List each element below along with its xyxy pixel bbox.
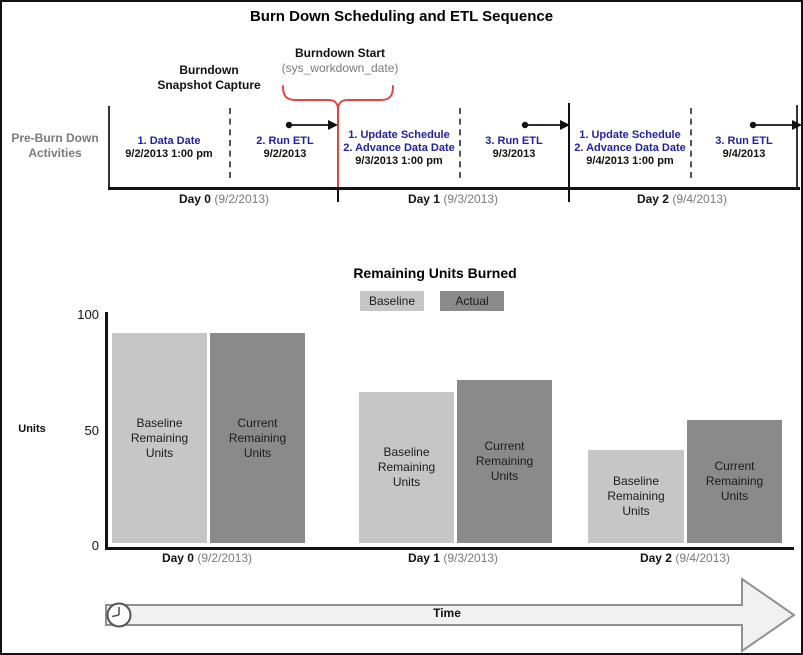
burndown-start-variable: (sys_workdown_date) bbox=[281, 61, 399, 75]
etl-run-arrow-icon bbox=[749, 120, 801, 130]
time-arrow-shape bbox=[105, 577, 796, 653]
snapshot-capture-line2: Snapshot Capture bbox=[157, 78, 261, 92]
clock-icon bbox=[106, 602, 132, 628]
x-tick-date: (9/3/2013) bbox=[443, 551, 499, 565]
timeline-segment-run-etl-3: 3. Run ETL 9/4/2013 bbox=[694, 135, 794, 161]
timeline-dashed-divider bbox=[690, 108, 692, 178]
day-name: Day 0 bbox=[178, 192, 211, 206]
activity-label: 1. Update Schedule bbox=[579, 129, 681, 141]
bar-day0-actual: Current Remaining Units bbox=[210, 333, 305, 543]
burndown-start-title: Burndown Start bbox=[295, 46, 385, 60]
time-label: Time bbox=[433, 606, 461, 620]
legend-actual-label: Actual bbox=[455, 294, 489, 308]
burndown-start-marker-line bbox=[337, 106, 339, 188]
y-tick-100: 100 bbox=[77, 307, 99, 322]
activity-label: 3. Run ETL bbox=[485, 135, 543, 147]
x-tick-day2: Day 2 (9/4/2013) bbox=[585, 551, 785, 565]
bar-day1-baseline: Baseline Remaining Units bbox=[359, 392, 454, 543]
day-name: Day 1 bbox=[407, 192, 440, 206]
x-tick-bold: Day 0 bbox=[161, 551, 194, 565]
preburn-line1: Pre-Burn Down bbox=[11, 131, 99, 145]
bar-day1-actual: Current Remaining Units bbox=[457, 380, 552, 543]
snapshot-capture-line1: Burndown bbox=[179, 63, 239, 77]
timeline-axis bbox=[108, 187, 800, 190]
timeline-segment-update-1: 1. Update Schedule 2. Advance Data Date … bbox=[338, 129, 460, 168]
activity-date: 9/2/2013 1:00 pm bbox=[125, 148, 213, 160]
day-date: (9/4/2013) bbox=[672, 192, 728, 206]
legend-actual: Actual bbox=[440, 291, 504, 311]
activity-label: 3. Run ETL bbox=[715, 135, 773, 147]
etl-run-arrow-icon bbox=[521, 120, 570, 130]
activity-date: 9/4/2013 bbox=[722, 148, 766, 160]
activity-label: 2. Run ETL bbox=[256, 135, 314, 147]
x-tick-day0: Day 0 (9/2/2013) bbox=[107, 551, 307, 565]
x-tick-bold: Day 2 bbox=[639, 551, 672, 565]
timeline-day-tick bbox=[337, 190, 339, 202]
timeline-start-tick bbox=[108, 106, 110, 187]
timeline-day-0-label: Day 0 (9/2/2013) bbox=[124, 192, 324, 206]
bar-day2-baseline: Baseline Remaining Units bbox=[588, 450, 684, 543]
bar-label: Baseline Remaining Units bbox=[130, 415, 189, 460]
x-tick-date: (9/4/2013) bbox=[675, 551, 731, 565]
activity-label: 2. Advance Data Date bbox=[343, 142, 455, 154]
preburn-activities-label: Pre-Burn Down Activities bbox=[4, 131, 106, 161]
activity-label: 2. Advance Data Date bbox=[574, 142, 686, 154]
x-tick-day1: Day 1 (9/3/2013) bbox=[353, 551, 553, 565]
etl-run-arrow-icon bbox=[285, 120, 338, 130]
legend-baseline: Baseline bbox=[360, 291, 424, 311]
x-axis-line bbox=[105, 547, 794, 550]
y-tick-0: 0 bbox=[91, 538, 99, 553]
y-axis-title: Units bbox=[18, 423, 46, 435]
preburn-line2: Activities bbox=[28, 146, 82, 160]
burndown-start-label: Burndown Start (sys_workdown_date) bbox=[265, 46, 415, 76]
y-axis-line bbox=[105, 312, 108, 550]
timeline-dashed-divider bbox=[459, 108, 461, 178]
snapshot-capture-label: Burndown Snapshot Capture bbox=[134, 63, 284, 93]
activity-label: 1. Data Date bbox=[137, 135, 201, 147]
bar-label: Current Remaining Units bbox=[228, 415, 287, 460]
time-arrow bbox=[105, 577, 796, 653]
timeline-day-1-label: Day 1 (9/3/2013) bbox=[353, 192, 553, 206]
timeline-segment-run-etl-1: 2. Run ETL 9/2/2013 bbox=[235, 135, 335, 161]
x-tick-date: (9/2/2013) bbox=[197, 551, 253, 565]
y-tick-50: 50 bbox=[84, 423, 99, 438]
chart-title: Remaining Units Burned bbox=[353, 265, 517, 281]
activity-label: 1. Update Schedule bbox=[348, 129, 450, 141]
day-name: Day 2 bbox=[636, 192, 669, 206]
activity-date: 9/3/2013 1:00 pm bbox=[355, 155, 443, 167]
bar-label: Baseline Remaining Units bbox=[607, 474, 665, 518]
timeline-segment-update-2: 1. Update Schedule 2. Advance Data Date … bbox=[569, 129, 691, 168]
day-date: (9/3/2013) bbox=[443, 192, 499, 206]
timeline-end-tick bbox=[796, 105, 798, 187]
x-tick-bold: Day 1 bbox=[407, 551, 440, 565]
activity-date: 9/4/2013 1:00 pm bbox=[586, 155, 674, 167]
day-date: (9/2/2013) bbox=[214, 192, 270, 206]
bar-day2-actual: Current Remaining Units bbox=[687, 420, 782, 543]
timeline-day-2-label: Day 2 (9/4/2013) bbox=[582, 192, 782, 206]
bar-label: Current Remaining Units bbox=[705, 459, 764, 503]
bar-label: Current Remaining Units bbox=[475, 439, 534, 483]
timeline-segment-run-etl-2: 3. Run ETL 9/3/2013 bbox=[464, 135, 564, 161]
bar-label: Baseline Remaining Units bbox=[377, 445, 436, 489]
timeline-day-divider bbox=[568, 103, 570, 202]
timeline-segment-data-date: 1. Data Date 9/2/2013 1:00 pm bbox=[109, 135, 229, 161]
activity-date: 9/2/2013 bbox=[263, 148, 307, 160]
bar-day0-baseline: Baseline Remaining Units bbox=[112, 333, 207, 543]
timeline-dashed-divider bbox=[229, 108, 231, 178]
page-title: Burn Down Scheduling and ETL Sequence bbox=[249, 8, 554, 25]
activity-date: 9/3/2013 bbox=[492, 148, 536, 160]
legend-baseline-label: Baseline bbox=[368, 294, 416, 308]
